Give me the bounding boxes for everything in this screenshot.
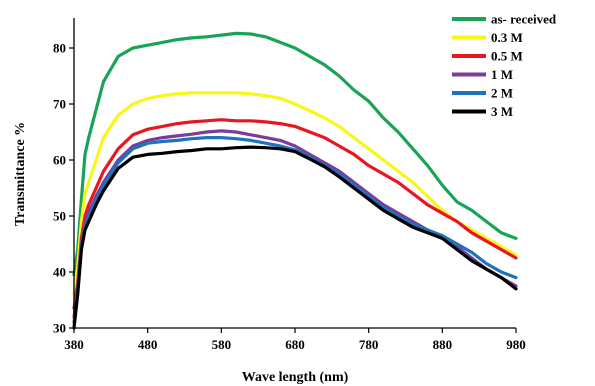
x-tick-label: 680 (285, 337, 305, 352)
y-tick-label: 50 (53, 209, 66, 224)
x-tick-label: 780 (359, 337, 379, 352)
legend-label-5: 3 M (491, 104, 513, 119)
x-tick-label: 580 (212, 337, 232, 352)
y-axis-title: Transmittance % (13, 122, 28, 226)
legend-label-0: as- received (491, 12, 557, 27)
legend: as- received 0.3 M 0.5 M 1 M 2 M 3 M (452, 12, 557, 119)
x-tick-label: 980 (506, 337, 526, 352)
series-line-4 (72, 136, 518, 324)
y-tick-label: 70 (53, 97, 66, 112)
y-tick-label: 30 (53, 321, 66, 336)
ticks-layer: 30 40 50 60 70 80 380 480 580 680 780 880 980 (53, 41, 526, 353)
legend-label-1: 0.3 M (491, 30, 523, 45)
y-tick-label: 40 (53, 265, 66, 280)
series-line-5 (72, 145, 518, 330)
series-line-0 (72, 31, 518, 277)
x-tick-label: 480 (138, 337, 158, 352)
y-tick-label: 80 (53, 41, 66, 56)
series-line-1 (72, 91, 518, 296)
series-layer (72, 31, 518, 330)
legend-label-3: 1 M (491, 67, 513, 82)
series-line-3 (72, 129, 518, 319)
series-line-2 (72, 118, 518, 310)
x-axis-title: Wave length (nm) (242, 370, 349, 385)
legend-label-4: 2 M (491, 86, 513, 101)
y-tick-label: 60 (53, 153, 66, 168)
x-tick-label: 380 (64, 337, 84, 352)
x-tick-label: 880 (433, 337, 453, 352)
legend-label-2: 0.5 M (491, 49, 523, 64)
